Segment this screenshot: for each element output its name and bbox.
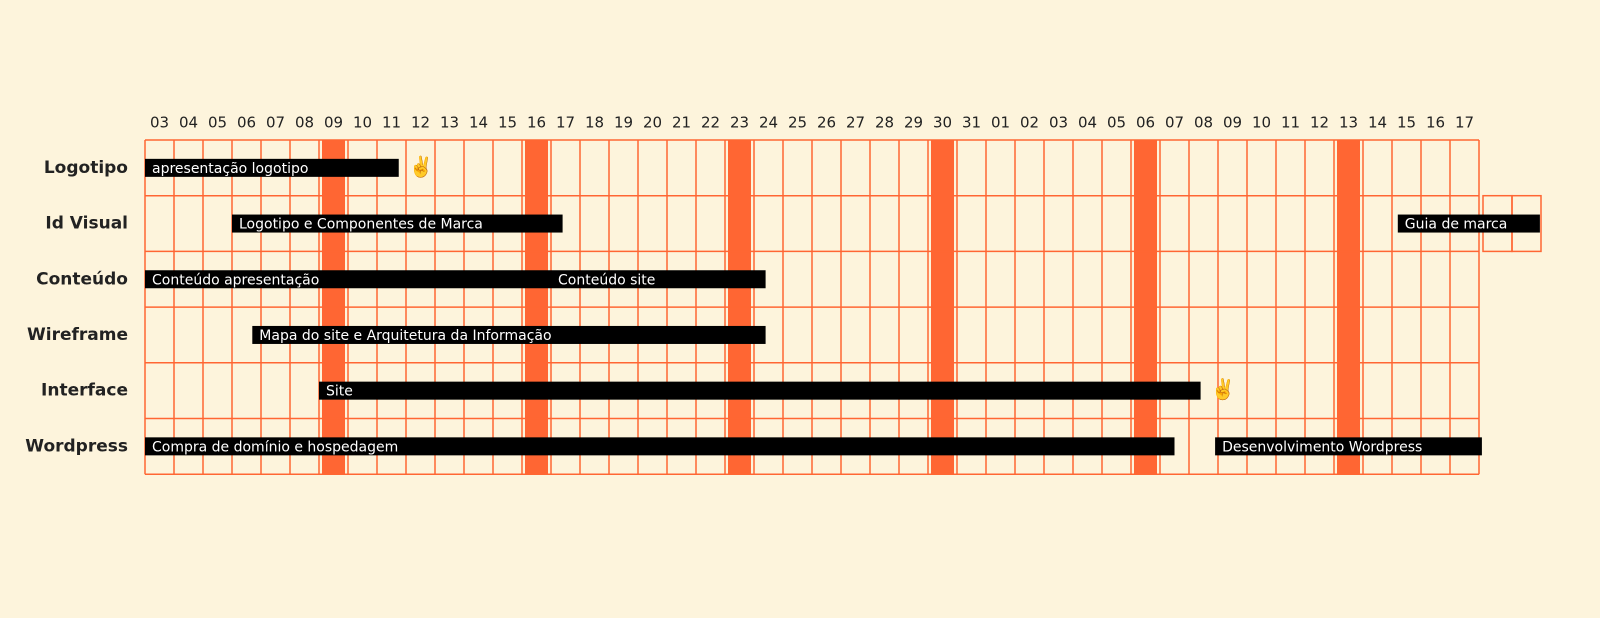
task-label: Site bbox=[326, 384, 353, 400]
day-label: 28 bbox=[875, 114, 894, 132]
day-label: 10 bbox=[1252, 114, 1271, 132]
day-label: 10 bbox=[353, 114, 372, 132]
task-label: Compra de domínio e hospedagem bbox=[152, 439, 398, 455]
day-label: 21 bbox=[672, 114, 691, 132]
day-label: 05 bbox=[1107, 114, 1126, 132]
task-label: Logotipo e Componentes de Marca bbox=[239, 217, 483, 233]
day-label: 04 bbox=[179, 114, 198, 132]
row-label: Id Visual bbox=[45, 214, 128, 234]
day-label: 09 bbox=[324, 114, 343, 132]
task-label: Desenvolvimento Wordpress bbox=[1222, 439, 1422, 455]
task-bar bbox=[1397, 214, 1540, 233]
day-label: 31 bbox=[962, 114, 981, 132]
day-label: 03 bbox=[150, 114, 169, 132]
row-label: Conteúdo bbox=[36, 269, 128, 289]
task-bar bbox=[1215, 437, 1482, 456]
day-label: 16 bbox=[527, 114, 546, 132]
task-icon: ✌️ bbox=[1211, 377, 1236, 401]
row-label: Interface bbox=[41, 381, 128, 401]
day-label: 25 bbox=[788, 114, 807, 132]
day-label: 22 bbox=[701, 114, 720, 132]
day-label: 16 bbox=[1426, 114, 1445, 132]
day-label: 15 bbox=[498, 114, 517, 132]
day-label: 19 bbox=[614, 114, 633, 132]
day-label: 17 bbox=[1455, 114, 1474, 132]
task-label: Conteúdo site bbox=[558, 272, 655, 288]
day-label: 07 bbox=[266, 114, 285, 132]
day-label: 30 bbox=[933, 114, 952, 132]
day-label: 04 bbox=[1078, 114, 1097, 132]
day-label: 13 bbox=[440, 114, 459, 132]
day-label: 17 bbox=[556, 114, 575, 132]
task-bar bbox=[232, 214, 563, 233]
row-label: Logotipo bbox=[44, 158, 128, 178]
day-label: 18 bbox=[585, 114, 604, 132]
task-icon: ✌️ bbox=[409, 154, 434, 178]
day-label: 11 bbox=[382, 114, 401, 132]
task-label: apresentação logotipo bbox=[152, 161, 308, 177]
day-label: 08 bbox=[295, 114, 314, 132]
day-label: 20 bbox=[643, 114, 662, 132]
day-label: 15 bbox=[1397, 114, 1416, 132]
day-label: 06 bbox=[237, 114, 256, 132]
row-label: Wireframe bbox=[27, 325, 128, 345]
task-bar bbox=[319, 381, 1201, 400]
day-label: 12 bbox=[1310, 114, 1329, 132]
day-label: 14 bbox=[469, 114, 488, 132]
day-label: 07 bbox=[1165, 114, 1184, 132]
day-label: 29 bbox=[904, 114, 923, 132]
day-label: 24 bbox=[759, 114, 778, 132]
day-label: 03 bbox=[1049, 114, 1068, 132]
task-bar bbox=[252, 325, 766, 344]
task-bar bbox=[145, 158, 399, 177]
task-label: Mapa do site e Arquitetura da Informação bbox=[259, 328, 551, 344]
task-bar bbox=[551, 270, 766, 289]
day-label: 12 bbox=[411, 114, 430, 132]
day-label: 27 bbox=[846, 114, 865, 132]
day-label: 02 bbox=[1020, 114, 1039, 132]
day-label: 09 bbox=[1223, 114, 1242, 132]
day-label: 06 bbox=[1136, 114, 1155, 132]
day-label: 26 bbox=[817, 114, 836, 132]
task-label: Conteúdo apresentação bbox=[152, 272, 319, 288]
row-label: Wordpress bbox=[25, 436, 128, 456]
day-label: 08 bbox=[1194, 114, 1213, 132]
task-bar bbox=[145, 437, 1175, 456]
task-label: Guia de marca bbox=[1405, 217, 1508, 233]
task-bar bbox=[145, 270, 551, 289]
day-label: 13 bbox=[1339, 114, 1358, 132]
day-label: 01 bbox=[991, 114, 1010, 132]
day-label: 23 bbox=[730, 114, 749, 132]
day-label: 14 bbox=[1368, 114, 1387, 132]
day-label: 11 bbox=[1281, 114, 1300, 132]
day-label: 05 bbox=[208, 114, 227, 132]
